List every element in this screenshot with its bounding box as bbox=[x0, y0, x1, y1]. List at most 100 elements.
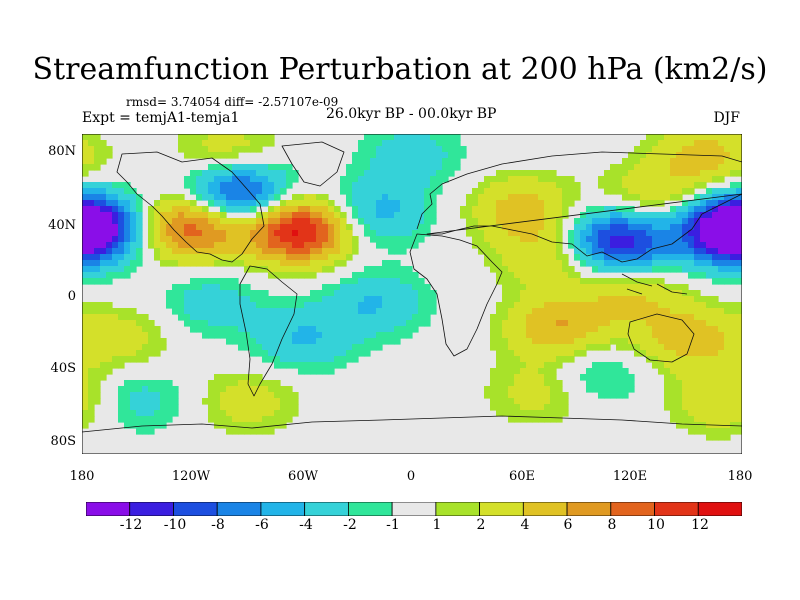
field-cell bbox=[634, 326, 641, 333]
field-cell bbox=[238, 332, 245, 339]
field-cell bbox=[346, 350, 353, 357]
field-cell bbox=[598, 176, 605, 183]
field-cell bbox=[676, 416, 683, 423]
field-cell bbox=[472, 236, 479, 243]
field-cell bbox=[418, 236, 425, 243]
field-cell bbox=[118, 188, 125, 195]
field-cell bbox=[658, 314, 665, 321]
field-cell bbox=[316, 308, 323, 315]
field-cell bbox=[322, 290, 329, 297]
field-cell bbox=[520, 170, 527, 177]
field-cell bbox=[682, 254, 689, 261]
field-cell bbox=[520, 380, 527, 387]
field-cell bbox=[574, 242, 581, 249]
field-cell bbox=[700, 218, 707, 225]
field-cell bbox=[496, 254, 503, 261]
field-cell bbox=[286, 224, 293, 231]
field-cell bbox=[712, 296, 719, 303]
field-cell bbox=[490, 266, 497, 273]
field-cell bbox=[670, 158, 677, 165]
field-cell bbox=[214, 392, 221, 399]
field-cell bbox=[520, 284, 527, 291]
field-cell bbox=[556, 404, 563, 411]
field-cell bbox=[556, 248, 563, 255]
field-cell bbox=[724, 146, 731, 153]
field-cell bbox=[256, 326, 263, 333]
field-cell bbox=[436, 146, 443, 153]
field-cell bbox=[532, 392, 539, 399]
field-cell bbox=[634, 332, 641, 339]
field-cell bbox=[616, 362, 623, 369]
field-cell bbox=[244, 134, 251, 141]
field-cell bbox=[400, 272, 407, 279]
field-cell bbox=[640, 314, 647, 321]
field-cell bbox=[196, 218, 203, 225]
field-cell bbox=[538, 338, 545, 345]
field-cell bbox=[172, 236, 179, 243]
field-cell bbox=[526, 332, 533, 339]
field-cell bbox=[670, 344, 677, 351]
field-cell bbox=[658, 326, 665, 333]
field-cell bbox=[250, 290, 257, 297]
field-cell bbox=[640, 284, 647, 291]
field-cell bbox=[370, 212, 377, 219]
field-cell bbox=[118, 194, 125, 201]
field-cell bbox=[328, 308, 335, 315]
field-cell bbox=[736, 272, 742, 279]
field-cell bbox=[382, 296, 389, 303]
coast-maritime-se-asia bbox=[621, 273, 688, 295]
field-cell bbox=[706, 380, 713, 387]
field-cell bbox=[178, 140, 185, 147]
field-cell bbox=[544, 380, 551, 387]
field-cell bbox=[244, 284, 251, 291]
field-cell bbox=[700, 212, 707, 219]
field-cell bbox=[106, 194, 113, 201]
field-cell bbox=[244, 296, 251, 303]
field-cell bbox=[712, 326, 719, 333]
field-cell bbox=[250, 200, 257, 207]
field-cell bbox=[676, 410, 683, 417]
field-cell bbox=[514, 242, 521, 249]
field-cell bbox=[604, 392, 611, 399]
field-cell bbox=[694, 170, 701, 177]
field-cell bbox=[172, 254, 179, 261]
field-cell bbox=[694, 248, 701, 255]
field-cell bbox=[304, 302, 311, 309]
field-cell bbox=[340, 326, 347, 333]
field-cell bbox=[616, 320, 623, 327]
field-cell bbox=[340, 230, 347, 237]
field-cell bbox=[610, 296, 617, 303]
field-cell bbox=[676, 308, 683, 315]
field-cell bbox=[196, 152, 203, 159]
field-cell bbox=[268, 242, 275, 249]
field-cell bbox=[142, 386, 149, 393]
field-cell bbox=[238, 146, 245, 153]
field-cell bbox=[256, 140, 263, 147]
field-cell bbox=[640, 266, 647, 273]
field-cell bbox=[706, 296, 713, 303]
field-cell bbox=[586, 290, 593, 297]
field-cell bbox=[712, 164, 719, 171]
field-cell bbox=[736, 242, 742, 249]
field-cell bbox=[520, 236, 527, 243]
field-cell bbox=[190, 146, 197, 153]
field-cell bbox=[652, 284, 659, 291]
field-cell bbox=[532, 296, 539, 303]
field-cell bbox=[712, 152, 719, 159]
field-cell bbox=[274, 218, 281, 225]
field-cell bbox=[652, 266, 659, 273]
field-cell bbox=[712, 302, 719, 309]
field-cell bbox=[424, 230, 431, 237]
field-cell bbox=[592, 242, 599, 249]
field-cell bbox=[664, 182, 671, 189]
field-cell bbox=[100, 308, 107, 315]
field-cell bbox=[550, 272, 557, 279]
field-cell bbox=[568, 290, 575, 297]
field-cell bbox=[508, 356, 515, 363]
field-cell bbox=[688, 236, 695, 243]
field-cell bbox=[352, 332, 359, 339]
field-cell bbox=[142, 380, 149, 387]
field-cell bbox=[430, 176, 437, 183]
field-cell bbox=[706, 242, 713, 249]
field-cell bbox=[88, 350, 95, 357]
